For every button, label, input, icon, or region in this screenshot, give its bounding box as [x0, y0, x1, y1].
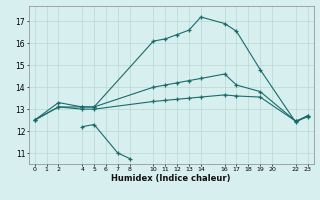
X-axis label: Humidex (Indice chaleur): Humidex (Indice chaleur) [111, 174, 231, 183]
